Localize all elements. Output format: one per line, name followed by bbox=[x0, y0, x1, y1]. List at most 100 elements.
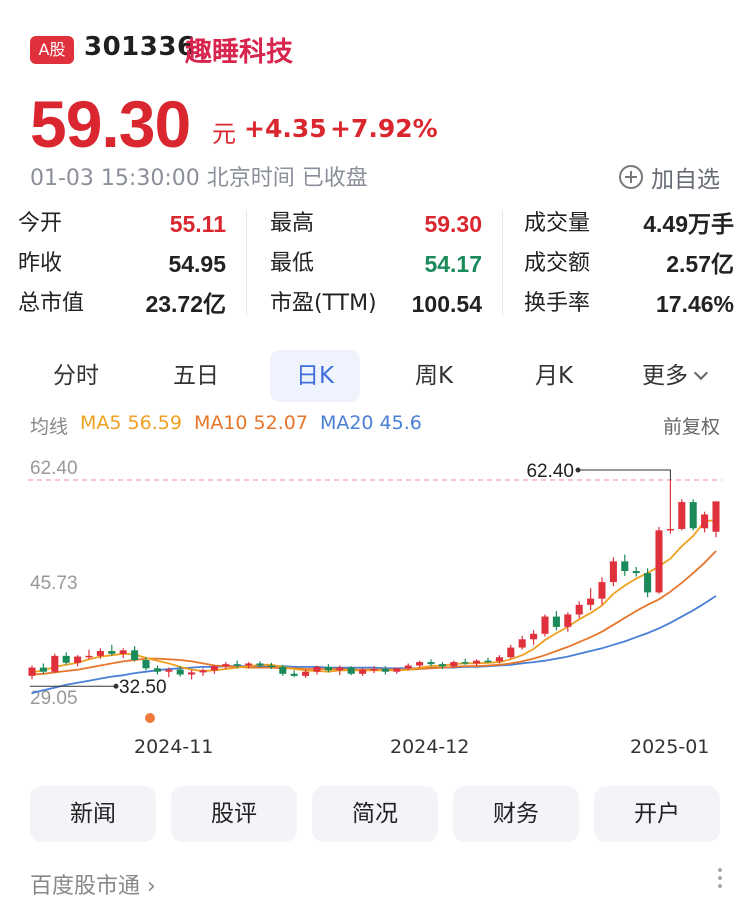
financials-button[interactable]: 财务 bbox=[453, 786, 579, 842]
quote-timestamp: 01-03 15:30:00 北京时间 已收盘 bbox=[30, 166, 368, 191]
stats-column: 成交量 4.49万手 成交额 2.57亿 换手率 17.46% bbox=[524, 206, 734, 324]
candle-body bbox=[598, 582, 606, 599]
stock-name[interactable]: 趣睡科技 bbox=[185, 37, 293, 68]
candle-body bbox=[233, 664, 241, 666]
candle-body bbox=[302, 671, 310, 676]
stat-value: 2.57亿 bbox=[666, 251, 734, 277]
tab-daily-k[interactable]: 日K bbox=[270, 350, 360, 402]
candle-body bbox=[131, 650, 139, 660]
stat-value: 59.30 bbox=[424, 211, 482, 237]
ma5-legend: MA5 56.59 bbox=[80, 412, 182, 434]
ma10-legend: MA10 52.07 bbox=[193, 412, 308, 434]
stat-high: 最高 59.30 bbox=[270, 206, 482, 242]
x-axis-label: 2025-01 bbox=[630, 736, 710, 758]
x-axis-label: 2024-12 bbox=[390, 736, 470, 758]
candle-body bbox=[450, 662, 458, 667]
stat-turnover-amount: 成交额 2.57亿 bbox=[524, 246, 734, 282]
candle-body bbox=[518, 639, 526, 648]
stat-label: 成交量 bbox=[524, 211, 591, 236]
candle-body bbox=[290, 673, 298, 676]
candle-body bbox=[142, 660, 150, 669]
profile-button[interactable]: 简况 bbox=[312, 786, 438, 842]
stat-label: 最高 bbox=[270, 211, 315, 236]
tab-monthly-k[interactable]: 月K bbox=[534, 363, 574, 389]
open-account-button[interactable]: 开户 bbox=[594, 786, 720, 842]
candle-body bbox=[461, 662, 469, 664]
add-watchlist-label: 加自选 bbox=[651, 167, 720, 193]
market-badge: A股 bbox=[30, 36, 74, 64]
x-axis-label: 2024-11 bbox=[134, 736, 214, 758]
stats-column: 今开 55.11 昨收 54.95 总市值 23.72亿 bbox=[18, 206, 226, 324]
y-tick-label: 62.40 bbox=[30, 458, 78, 479]
candle-body bbox=[564, 614, 572, 627]
chevron-down-icon bbox=[693, 365, 709, 381]
adjust-mode-button[interactable]: 前复权 bbox=[662, 416, 720, 438]
tab-more[interactable]: 更多 bbox=[628, 350, 720, 402]
candle-body bbox=[552, 616, 560, 627]
stats-column: 最高 59.30 最低 54.17 市盈(TTM) 100.54 bbox=[270, 206, 482, 324]
reviews-button[interactable]: 股评 bbox=[171, 786, 297, 842]
candle-body bbox=[324, 666, 332, 671]
candle-body bbox=[655, 530, 663, 593]
candle-body bbox=[644, 573, 652, 593]
tab-five-day[interactable]: 五日 bbox=[173, 363, 219, 389]
candle-body bbox=[119, 650, 127, 654]
candle-body bbox=[62, 655, 70, 663]
stat-value: 23.72亿 bbox=[145, 291, 226, 317]
tab-more-label: 更多 bbox=[642, 363, 688, 389]
stat-label: 市盈(TTM) bbox=[270, 291, 377, 316]
candle-body bbox=[632, 571, 640, 574]
candle-body bbox=[404, 665, 412, 669]
stat-low: 最低 54.17 bbox=[270, 246, 482, 282]
source-link[interactable]: 百度股市通 › bbox=[30, 874, 156, 899]
divider bbox=[246, 210, 247, 316]
news-button[interactable]: 新闻 bbox=[30, 786, 156, 842]
event-marker bbox=[145, 713, 155, 723]
max-annotation-line bbox=[578, 469, 671, 480]
stat-value: 17.46% bbox=[655, 291, 734, 317]
stat-value: 54.17 bbox=[424, 251, 482, 277]
stats-grid: 今开 55.11 昨收 54.95 总市值 23.72亿 最高 59.30 最低 54.1… bbox=[18, 206, 734, 324]
candle-body bbox=[245, 663, 253, 666]
stat-label: 今开 bbox=[18, 211, 63, 236]
stat-label: 最低 bbox=[270, 251, 315, 276]
candle-body bbox=[473, 660, 481, 664]
candle-body bbox=[28, 667, 36, 676]
tab-intraday[interactable]: 分时 bbox=[53, 363, 99, 389]
candle-body bbox=[530, 633, 538, 640]
more-options-icon[interactable] bbox=[718, 868, 722, 892]
stat-turnover-rate: 换手率 17.46% bbox=[524, 286, 734, 322]
candlestick-chart[interactable]: 62.40 45.73 29.05 62.40 32.50 bbox=[0, 450, 750, 735]
candle-body bbox=[188, 672, 196, 675]
candle-body bbox=[222, 664, 230, 667]
candle-body bbox=[85, 655, 93, 658]
stat-volume: 成交量 4.49万手 bbox=[524, 206, 734, 242]
candle-body bbox=[256, 663, 264, 666]
candle-body bbox=[416, 662, 424, 666]
candle-body bbox=[678, 502, 686, 529]
add-watchlist-button[interactable]: 加自选 bbox=[619, 160, 720, 194]
candle-body bbox=[267, 665, 275, 668]
candle-body bbox=[438, 664, 446, 667]
ma20-legend: MA20 45.6 bbox=[319, 412, 422, 434]
candle-body bbox=[51, 655, 59, 672]
stat-market-cap: 总市值 23.72亿 bbox=[18, 286, 226, 322]
candle-body bbox=[210, 666, 218, 671]
min-annotation-dot bbox=[113, 683, 119, 689]
candle-body bbox=[427, 662, 435, 665]
stat-value: 4.49万手 bbox=[643, 211, 734, 237]
tab-weekly-k[interactable]: 周K bbox=[414, 363, 454, 389]
max-annotation-label: 62.40 bbox=[526, 461, 574, 482]
candle-body bbox=[393, 668, 401, 672]
candle-body bbox=[108, 651, 116, 654]
candle-body bbox=[484, 660, 492, 663]
candle-body bbox=[381, 668, 389, 672]
candle-body bbox=[359, 669, 367, 674]
stat-value: 100.54 bbox=[411, 291, 482, 317]
chart-period-tabs: 分时 五日 日K 周K 月K 更多 bbox=[0, 350, 750, 402]
stat-open: 今开 55.11 bbox=[18, 206, 226, 242]
ma-legend-label: 均线 bbox=[30, 416, 69, 438]
candle-body bbox=[153, 668, 161, 672]
stat-pe-ttm: 市盈(TTM) 100.54 bbox=[270, 286, 482, 322]
stat-label: 总市值 bbox=[18, 291, 85, 316]
